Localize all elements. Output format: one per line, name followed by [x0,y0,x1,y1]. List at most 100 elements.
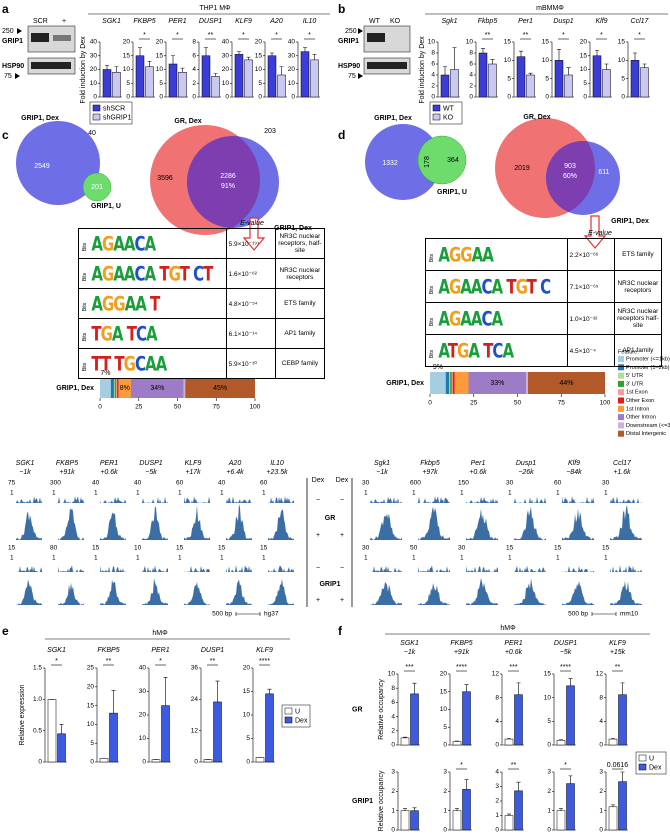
gene-label: KLF9 [609,640,626,647]
annotation-segment [452,372,455,394]
motif-logo: AGGAA T [91,292,160,315]
track-signal [268,496,294,503]
motif-evalue: 7.1×10⁻⁶⁵ [566,270,615,303]
y-tick-label: 2 [391,728,395,735]
track-floor: 1 [136,555,140,562]
y-tick-label: 4 [469,72,473,79]
y-tick-label: 2 [431,83,435,90]
track-gene: IL10 [270,460,284,467]
gene-label: PER1 [168,18,186,25]
panel-letter: e [2,624,9,638]
logo-letter: T [447,338,458,363]
bar [504,738,514,746]
motif-family: NR3C nuclear receptors [613,270,663,303]
venn-count: 3596 [157,175,173,182]
error-bar [464,779,469,790]
y-tick-label: 10 [428,39,436,46]
y-tick-label: 15 [580,52,588,59]
logo-letter: A [145,321,158,346]
significance-label: * [600,32,603,39]
y-tick-label: 15 [440,688,448,695]
error-bar [213,73,218,77]
motif-table: Bits AGGAA 2.2×10⁻⁶⁶ ETS family Bits AGAACA T… [425,238,663,367]
scale-bar [235,612,261,616]
y-tick-label: 30 [288,52,296,59]
y-axis-label: Fold induction by Dex [80,36,87,104]
bar [564,74,573,98]
track-signal [142,578,168,605]
track-gene: DUSP1 [139,460,162,467]
feature-label: Downstream (<=3kb) [626,423,670,429]
motif-logo: AGAACA [438,306,503,331]
motif-row: Bits TT TGCAA 5.9×10⁻¹⁰ CEBP family [78,348,326,379]
track-scale: 15 [218,545,226,552]
track-floor: 1 [556,555,560,562]
motif-row: Bits AGAACA 5.9×10⁻¹⁹⁷ NR3C nuclear recepto… [78,228,326,259]
track-scale: 15 [602,545,610,552]
y-tick-label: 24 [191,696,199,703]
track-floor: 1 [460,490,464,497]
track-scale: 60 [554,480,562,487]
y-tick-label: 0 [192,94,196,101]
track-signal [58,565,84,572]
track-scale: 30 [362,545,370,552]
bar [310,59,319,98]
bar [109,712,118,763]
y-tick-label: 4 [495,769,499,776]
motif-evalue: 1.0×10⁻³² [566,302,615,335]
annotation-segment [118,378,131,398]
motif-evalue: 4.8×10⁻⁵⁴ [225,288,276,319]
gene-label: DUSP1 [201,647,224,654]
bar [556,810,566,831]
lane-label: KO [390,18,401,25]
x-tick-label: 100 [250,404,261,411]
y-tick-label: 20 [288,66,296,73]
bar [213,701,222,763]
bar [151,759,161,763]
track-offset: +6.4k [226,469,244,476]
annotation-segment [185,378,255,398]
significance-label: 0.0616 [607,762,629,769]
feature-swatch [618,372,624,379]
y-tick-label: 5 [547,718,551,725]
legend-swatch [432,113,441,121]
venn-count: 201 [91,184,103,191]
logo-letter: A [155,351,168,376]
y-tick-label: 0 [547,827,551,834]
logo-letter: C [481,306,492,331]
track-signal [514,565,546,572]
panel-letter: d [338,128,345,142]
track-signal [184,565,210,572]
track-scale: 15 [554,545,562,552]
panel-letter: f [338,624,343,638]
track-floor: 1 [508,555,512,562]
y-tick-label: 15 [618,39,626,46]
track-offset: +97k [422,469,438,476]
track-floor: 1 [262,555,266,562]
gene-label: FKBP5 [450,640,472,647]
bar [168,63,178,98]
motif-logo-cell: Bits TGA TCA [78,318,227,349]
y-tick-label: 30 [222,52,230,59]
error-bar [237,51,241,55]
blot-band [31,62,71,69]
venn-label: GRIP1, Dex [611,218,649,225]
y-tick-label: 2 [391,788,395,795]
assembly-label: mm10 [620,611,638,618]
legend-swatch [638,754,647,762]
track-gene: A20 [228,460,242,467]
track-offset: +17k [185,469,201,476]
significance-label: ** [485,32,491,39]
significance-label: ** [615,664,621,671]
dex-label: Dex [336,477,349,484]
logo-letter: T [179,261,190,286]
error-bar [481,48,485,53]
logo-letter: C [134,261,145,286]
y-tick-label: 3 [599,769,603,776]
error-bar [528,72,533,75]
track-floor: 1 [262,490,266,497]
track-offset: +0.6k [469,469,487,476]
track-signal [370,496,402,503]
y-tick-label: 0 [126,94,130,101]
y-tick-label: 0 [443,827,447,834]
